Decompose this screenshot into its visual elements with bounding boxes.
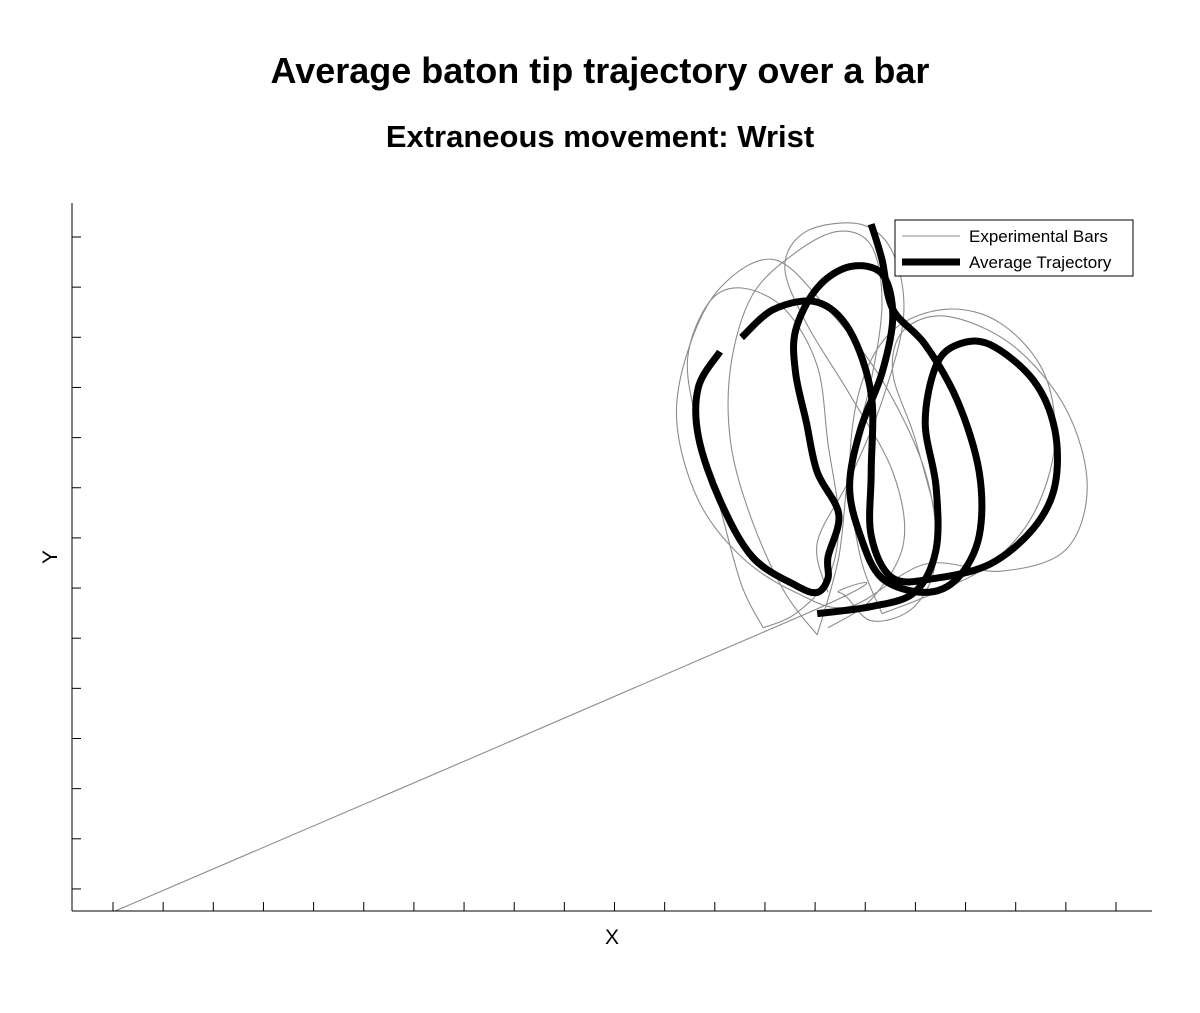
- x-axis-label: X: [605, 926, 619, 949]
- legend: Experimental Bars Average Trajectory: [894, 219, 1134, 277]
- chart-title: Average baton tip trajectory over a bar: [271, 50, 930, 91]
- average-trajectory-series: [692, 223, 1061, 618]
- chart-subtitle: Extraneous movement: Wrist: [386, 119, 814, 154]
- y-axis-ticks: [72, 236, 81, 890]
- legend-label-experimental: Experimental Bars: [969, 227, 1108, 246]
- legend-box: [894, 219, 1134, 277]
- average-trajectory-line: [739, 297, 1061, 618]
- y-axis-label: Y: [39, 550, 62, 564]
- average-trajectory-line: [692, 223, 986, 597]
- experimental-bar-line: [784, 222, 906, 629]
- legend-label-average: Average Trajectory: [969, 253, 1112, 272]
- x-axis-ticks: [112, 902, 1117, 911]
- experimental-bars-series: [114, 222, 1088, 912]
- plot-area: [114, 222, 1088, 912]
